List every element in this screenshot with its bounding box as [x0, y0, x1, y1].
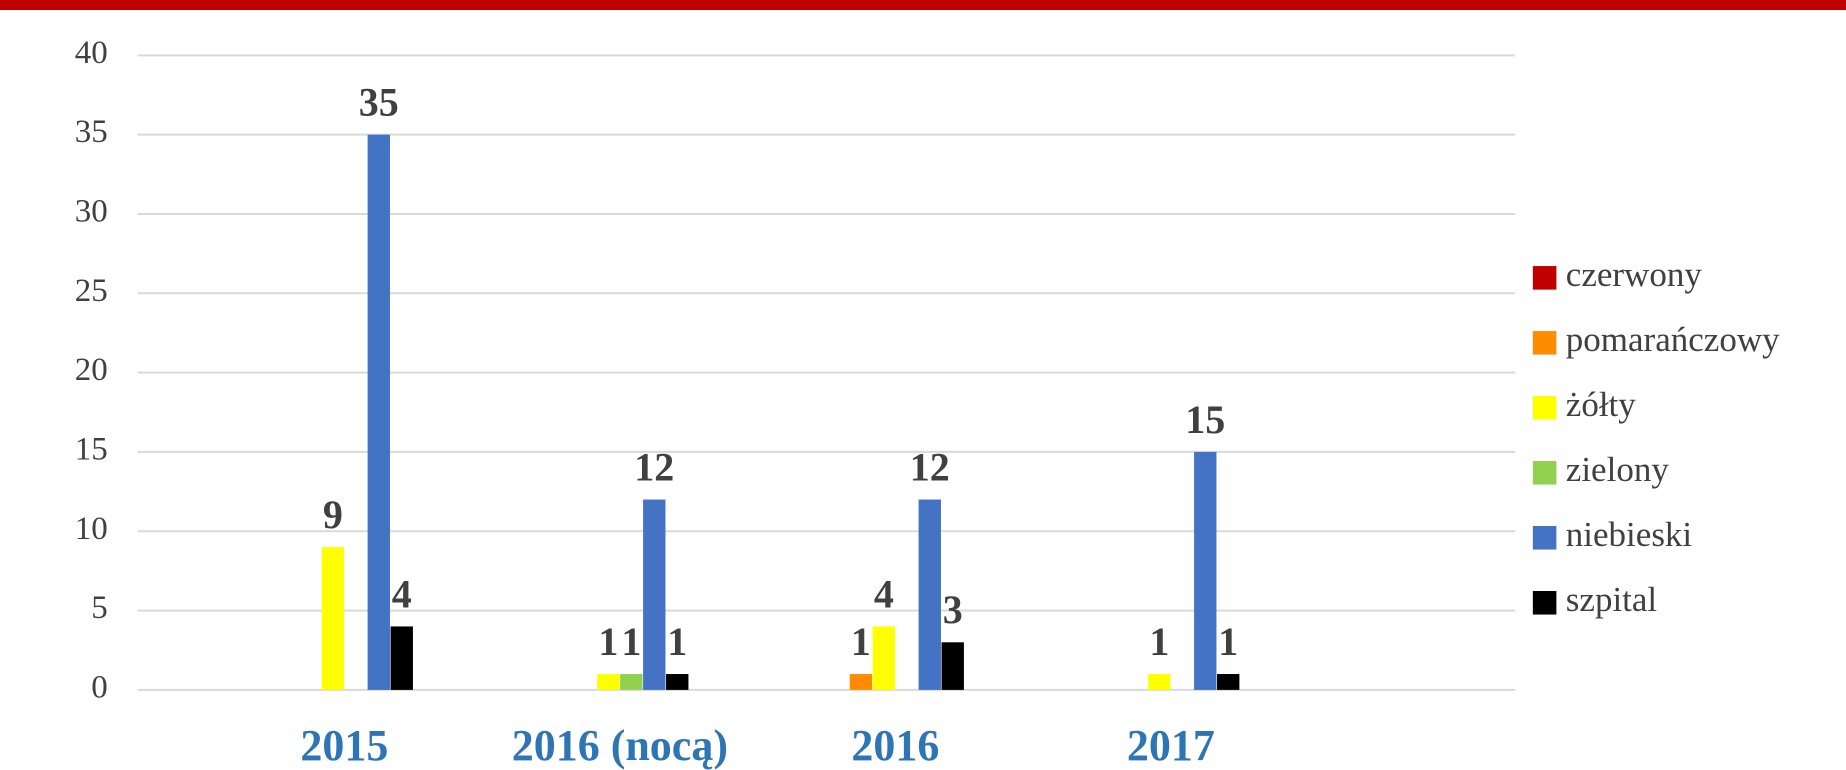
legend-label: zielony — [1566, 450, 1670, 489]
y-tick-label: 30 — [75, 194, 108, 230]
bar — [918, 499, 941, 690]
data-label: 15 — [1185, 397, 1225, 442]
data-label: 9 — [323, 492, 343, 537]
data-label: 1 — [851, 619, 871, 664]
y-tick-label: 5 — [91, 590, 108, 626]
bar — [1148, 674, 1171, 690]
data-label: 12 — [910, 444, 950, 489]
y-tick-label: 0 — [91, 669, 108, 705]
x-tick-label: 2015 — [300, 721, 388, 770]
legend-label: szpital — [1566, 580, 1658, 619]
legend-swatch — [1532, 461, 1557, 485]
y-tick-label: 35 — [75, 114, 108, 150]
y-tick-label: 15 — [75, 432, 108, 468]
legend-label: czerwony — [1566, 255, 1703, 294]
bar — [597, 674, 620, 690]
bar — [941, 642, 964, 690]
bar — [849, 674, 873, 690]
y-tick-label: 25 — [75, 273, 108, 309]
bar — [367, 134, 390, 690]
bar — [620, 674, 643, 690]
legend-label: niebieski — [1566, 515, 1693, 554]
legend-swatch — [1532, 591, 1557, 615]
bar — [1194, 451, 1217, 690]
top-banner — [0, 0, 1846, 10]
data-label: 1 — [598, 619, 618, 664]
data-label: 1 — [621, 619, 641, 664]
legend-swatch — [1532, 266, 1557, 290]
y-tick-label: 10 — [75, 511, 108, 547]
bar — [872, 626, 896, 690]
legend-swatch — [1532, 526, 1557, 550]
data-label: 1 — [667, 619, 687, 664]
bar — [1217, 674, 1240, 690]
y-tick-label: 40 — [75, 35, 108, 71]
legend-swatch — [1532, 331, 1557, 355]
data-label: 35 — [359, 80, 399, 125]
bar — [643, 499, 666, 690]
bar — [390, 626, 413, 690]
data-label: 1 — [1149, 619, 1169, 664]
y-tick-label: 20 — [75, 352, 108, 388]
bar — [321, 547, 345, 690]
data-label: 4 — [874, 571, 894, 616]
data-label: 1 — [1218, 619, 1238, 664]
legend-label: pomarańczowy — [1566, 320, 1780, 359]
legend-label: żółty — [1566, 385, 1636, 424]
data-label: 4 — [392, 571, 412, 616]
x-tick-label: 2017 — [1127, 721, 1215, 770]
x-tick-label: 2016 — [851, 721, 939, 770]
legend-swatch — [1532, 396, 1557, 420]
data-label: 3 — [943, 587, 963, 632]
data-label: 12 — [634, 444, 674, 489]
x-tick-label: 2016 (nocą) — [512, 721, 728, 770]
bar — [666, 674, 689, 690]
